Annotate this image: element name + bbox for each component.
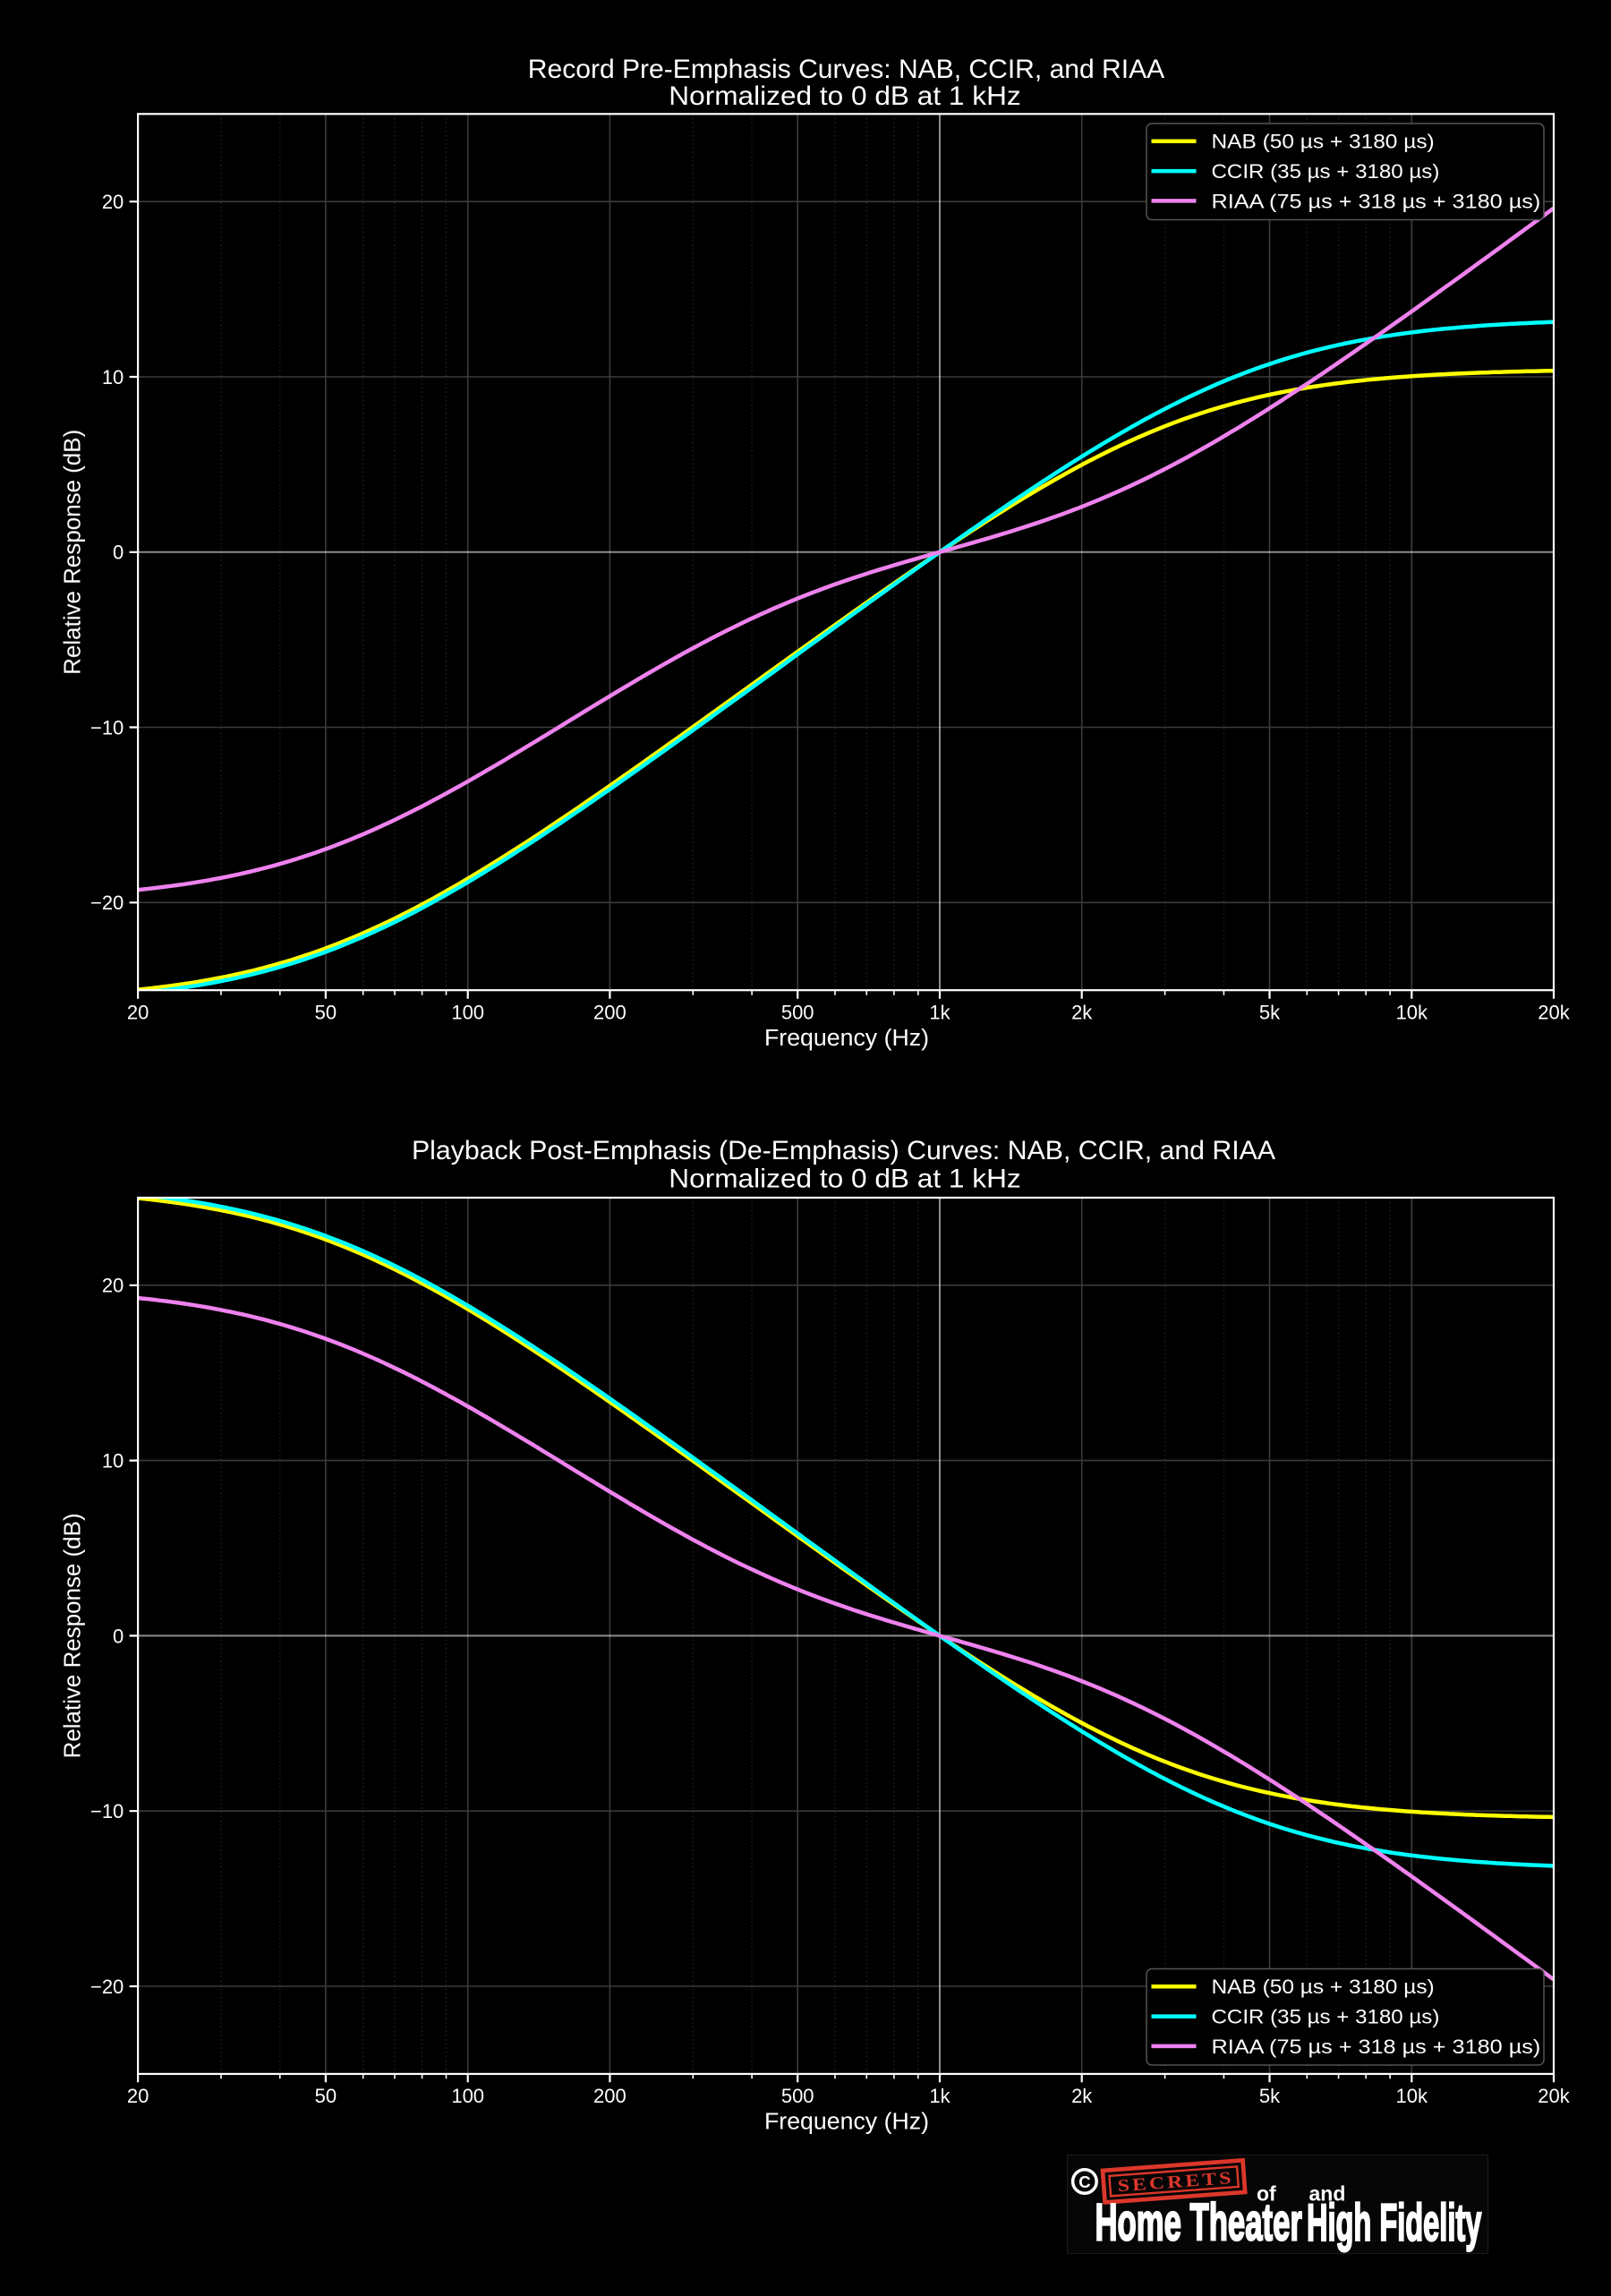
svg-text:Normalized to 0 dB at 1 kHz: Normalized to 0 dB at 1 kHz [669, 81, 1020, 111]
svg-text:10: 10 [102, 366, 124, 388]
svg-text:Record Pre-Emphasis Curves: NA: Record Pre-Emphasis Curves: NAB, CCIR, a… [528, 55, 1164, 84]
svg-text:High Fidelity: High Fidelity [1307, 2194, 1481, 2252]
svg-text:RIAA (75 µs + 318 µs + 3180 µs: RIAA (75 µs + 318 µs + 3180 µs) [1212, 190, 1541, 212]
svg-text:−10: −10 [90, 1800, 124, 1822]
svg-text:500: 500 [781, 1001, 814, 1023]
svg-text:Playback Post-Emphasis (De-Emp: Playback Post-Emphasis (De-Emphasis) Cur… [412, 1136, 1275, 1165]
svg-text:Normalized to 0 dB at 1 kHz: Normalized to 0 dB at 1 kHz [669, 1164, 1020, 1193]
svg-text:500: 500 [781, 2085, 814, 2107]
svg-text:10k: 10k [1396, 2085, 1428, 2107]
svg-text:10: 10 [102, 1450, 124, 1472]
svg-text:Home Theater: Home Theater [1095, 2194, 1303, 2252]
svg-text:20: 20 [127, 1001, 149, 1023]
svg-text:10k: 10k [1396, 1001, 1428, 1023]
svg-text:200: 200 [593, 2085, 626, 2107]
svg-text:50: 50 [315, 1001, 337, 1023]
svg-text:RIAA (75 µs + 318 µs + 3180 µs: RIAA (75 µs + 318 µs + 3180 µs) [1212, 2036, 1541, 2058]
svg-text:20: 20 [127, 2085, 149, 2107]
svg-text:−20: −20 [90, 1976, 124, 1998]
svg-text:2k: 2k [1071, 2085, 1093, 2107]
svg-text:CCIR (35 µs + 3180 µs): CCIR (35 µs + 3180 µs) [1212, 160, 1440, 183]
svg-text:1k: 1k [929, 2085, 950, 2107]
svg-text:NAB (50 µs + 3180 µs): NAB (50 µs + 3180 µs) [1212, 1976, 1435, 1998]
svg-text:100: 100 [451, 2085, 484, 2107]
svg-text:1k: 1k [929, 1001, 950, 1023]
svg-text:CCIR (35 µs + 3180 µs): CCIR (35 µs + 3180 µs) [1212, 2006, 1440, 2028]
svg-text:20: 20 [102, 1275, 124, 1297]
svg-text:5k: 5k [1259, 1001, 1281, 1023]
svg-text:20: 20 [102, 191, 124, 213]
svg-text:20k: 20k [1538, 1001, 1570, 1023]
svg-text:Relative Response (dB): Relative Response (dB) [59, 430, 86, 675]
svg-text:50: 50 [315, 2085, 337, 2107]
svg-text:2k: 2k [1071, 1001, 1093, 1023]
svg-text:−20: −20 [90, 892, 124, 914]
svg-text:and: and [1309, 2182, 1346, 2206]
svg-text:20k: 20k [1538, 2085, 1570, 2107]
svg-text:Relative Response (dB): Relative Response (dB) [59, 1513, 86, 1758]
svg-text:Frequency (Hz): Frequency (Hz) [764, 1024, 929, 1051]
svg-text:100: 100 [451, 1001, 484, 1023]
svg-text:C: C [1078, 2172, 1090, 2191]
svg-text:of: of [1257, 2182, 1276, 2206]
svg-text:0: 0 [113, 1625, 124, 1647]
svg-text:200: 200 [593, 1001, 626, 1023]
svg-text:NAB (50 µs + 3180 µs): NAB (50 µs + 3180 µs) [1212, 131, 1435, 153]
svg-text:0: 0 [113, 542, 124, 564]
svg-text:Frequency (Hz): Frequency (Hz) [764, 2108, 929, 2135]
svg-text:−10: −10 [90, 716, 124, 738]
svg-text:5k: 5k [1259, 2085, 1281, 2107]
